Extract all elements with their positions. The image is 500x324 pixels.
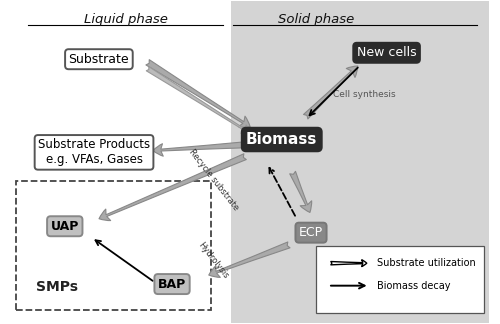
Text: Substrate: Substrate: [68, 53, 129, 66]
Text: Biomass: Biomass: [246, 132, 318, 147]
FancyArrowPatch shape: [290, 171, 312, 213]
FancyArrowPatch shape: [209, 242, 290, 277]
Text: ECP: ECP: [299, 226, 323, 239]
Text: New cells: New cells: [357, 46, 416, 59]
FancyArrowPatch shape: [146, 60, 250, 127]
Text: Substrate Products
e.g. VFAs, Gases: Substrate Products e.g. VFAs, Gases: [38, 138, 150, 166]
Text: Hydrolysis: Hydrolysis: [196, 240, 230, 280]
Text: Substrate utilization: Substrate utilization: [377, 258, 476, 268]
FancyArrowPatch shape: [146, 67, 250, 133]
FancyBboxPatch shape: [316, 246, 484, 313]
Text: Solid phase: Solid phase: [278, 13, 354, 26]
FancyArrowPatch shape: [304, 66, 358, 119]
Text: UAP: UAP: [50, 220, 79, 233]
FancyArrowPatch shape: [99, 154, 246, 221]
Text: SMPs: SMPs: [36, 280, 78, 294]
Text: Recycle substrate: Recycle substrate: [187, 147, 240, 212]
FancyArrowPatch shape: [331, 260, 366, 267]
Text: Cell synthesis: Cell synthesis: [334, 90, 396, 99]
FancyBboxPatch shape: [230, 1, 489, 323]
Text: BAP: BAP: [158, 278, 186, 291]
Text: Biomass decay: Biomass decay: [377, 281, 450, 291]
Text: Liquid phase: Liquid phase: [84, 13, 168, 26]
FancyArrowPatch shape: [153, 141, 250, 156]
